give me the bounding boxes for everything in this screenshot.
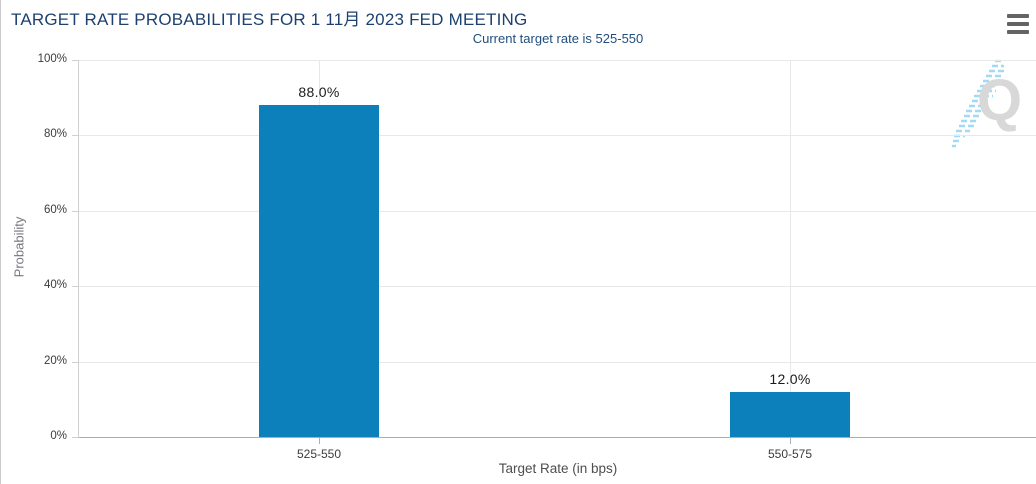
x-axis-line — [79, 437, 1036, 438]
y-tick-label: 20% — [43, 355, 67, 367]
grid-line-h — [79, 135, 1036, 136]
watermark-dashes-icon — [952, 59, 1006, 148]
hamburger-bar — [1007, 30, 1029, 34]
quikstrike-watermark: Q — [951, 56, 1031, 151]
chart-title: TARGET RATE PROBABILITIES FOR 1 11月 2023… — [11, 10, 528, 29]
y-tick-label: 80% — [43, 128, 67, 140]
bar-550-575[interactable] — [730, 392, 850, 437]
bar-value-label: 12.0% — [769, 371, 811, 387]
y-axis-line — [78, 60, 79, 438]
y-tick-mark — [72, 362, 79, 363]
y-tick-label: 100% — [37, 53, 67, 65]
x-category-label: 525-550 — [296, 447, 342, 461]
bar-525-550[interactable] — [259, 105, 379, 437]
grid-line-h — [79, 362, 1036, 363]
bar-value-label: 88.0% — [298, 84, 340, 100]
x-tick-mark — [319, 438, 320, 444]
y-tick-mark — [72, 211, 79, 212]
y-tick-label: 0% — [50, 430, 67, 442]
hamburger-bar — [1007, 22, 1029, 26]
grid-line-h — [79, 211, 1036, 212]
x-category-label: 550-575 — [767, 447, 813, 461]
y-tick-mark — [72, 286, 79, 287]
y-tick-mark — [72, 437, 79, 438]
y-tick-label: 60% — [43, 204, 67, 216]
y-tick-label: 40% — [43, 279, 67, 291]
hamburger-bar — [1007, 14, 1029, 18]
chart-subtitle: Current target rate is 525-550 — [472, 31, 644, 46]
y-tick-mark — [72, 60, 79, 61]
grid-line-v — [790, 60, 791, 437]
grid-line-h — [79, 286, 1036, 287]
x-tick-mark — [790, 438, 791, 444]
y-tick-mark — [72, 135, 79, 136]
grid-line-h — [79, 60, 1036, 61]
x-axis-title: Target Rate (in bps) — [498, 461, 618, 476]
hamburger-menu-icon[interactable] — [1007, 14, 1029, 34]
watermark-q-letter: Q — [977, 68, 1023, 133]
